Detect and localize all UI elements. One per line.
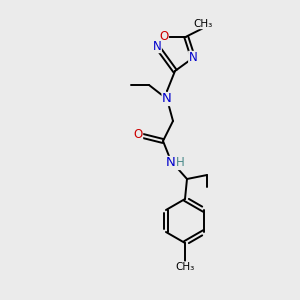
Text: N: N: [166, 157, 176, 169]
Text: H: H: [176, 157, 184, 169]
Text: O: O: [134, 128, 142, 142]
Text: CH₃: CH₃: [176, 262, 195, 272]
Text: CH₃: CH₃: [194, 19, 213, 28]
Text: N: N: [189, 51, 197, 64]
Text: N: N: [162, 92, 172, 106]
Text: N: N: [153, 40, 161, 52]
Text: O: O: [159, 30, 169, 43]
